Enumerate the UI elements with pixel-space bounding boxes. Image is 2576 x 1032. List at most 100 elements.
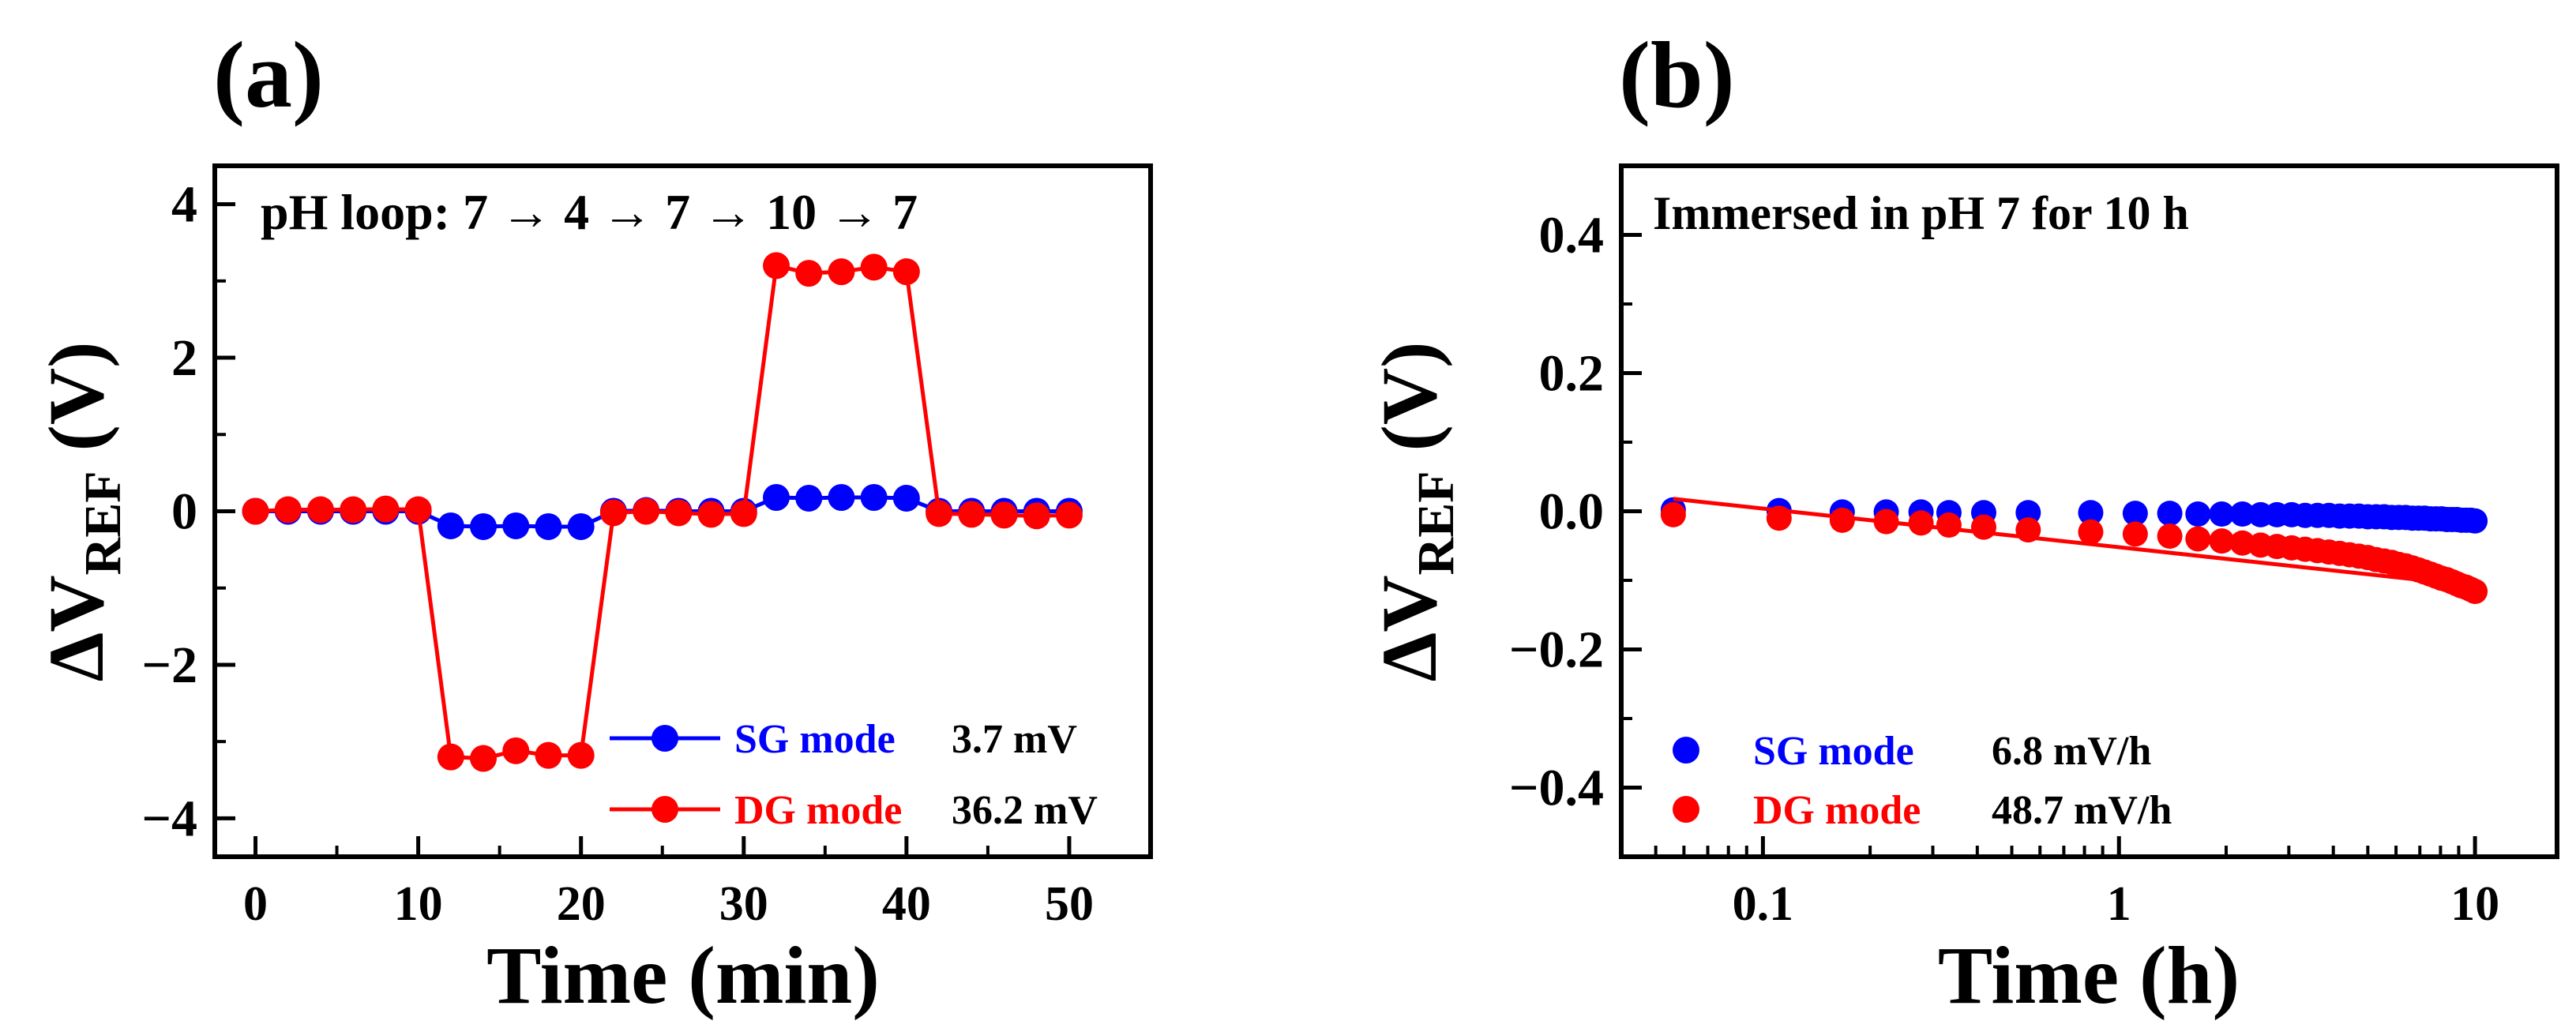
dg-mode-point	[2015, 517, 2041, 543]
y-tick-label: −2	[141, 636, 197, 694]
y-tick-label: 2	[171, 329, 197, 387]
panel-a-legend-dg-swatch	[610, 796, 720, 823]
panel-b-legend-sg-swatch	[1673, 737, 1699, 764]
y-tick-label: 0.4	[1539, 207, 1605, 265]
sg-mode-point	[2122, 501, 2148, 527]
panel-a-ylabel-unit: (V)	[32, 342, 120, 452]
dg-mode-point	[372, 495, 400, 523]
dg-mode-point	[242, 497, 269, 525]
panel-b-label: (b)	[1619, 22, 1735, 127]
dg-mode-point	[730, 500, 757, 527]
dg-mode-point	[1660, 501, 1686, 527]
panel-b-legend-dg-value: 48.7 mV/h	[1992, 788, 2172, 833]
panel-a-legend: SG mode 3.7 mV DG mode 36.2 mV	[610, 717, 1098, 833]
dg-mode-point	[2229, 530, 2255, 556]
sg-mode-point	[828, 484, 855, 511]
dg-mode-point	[665, 499, 693, 527]
dg-mode-point	[470, 745, 498, 772]
y-tick-label: 0.2	[1539, 345, 1605, 403]
dg-mode-point	[502, 737, 530, 764]
dg-mode-point	[2185, 526, 2211, 552]
legend-marker	[652, 796, 678, 823]
panel-b-ylabel-sub: REF	[1407, 471, 1465, 575]
dg-mode-point	[1829, 507, 1855, 533]
dg-mode-point	[340, 496, 367, 524]
sg-mode-point	[2209, 501, 2235, 527]
y-tick-label: 0.0	[1539, 483, 1605, 541]
dg-mode-point	[274, 496, 302, 524]
x-tick-label: 30	[719, 877, 768, 931]
x-tick-label: 10	[394, 877, 443, 931]
dg-mode-point	[404, 496, 432, 524]
dg-mode-point	[1766, 505, 1792, 531]
sg-mode-point	[535, 512, 562, 540]
legend-marker	[652, 725, 678, 752]
dg-mode-point	[2078, 519, 2104, 545]
panel-b-ylabel-unit: (V)	[1365, 342, 1453, 452]
dg-mode-point	[306, 496, 334, 524]
y-tick-label: 4	[171, 176, 197, 234]
dg-mode-fit-line	[1673, 497, 2476, 588]
y-tick-label: −0.2	[1509, 621, 1604, 679]
x-tick-label: 40	[882, 877, 931, 931]
sg-mode-point	[470, 512, 498, 540]
panel-a-xlabel: Time (min)	[486, 930, 880, 1021]
dg-mode-point	[892, 258, 920, 286]
sg-mode-point	[2229, 501, 2255, 527]
sg-mode-point	[567, 512, 595, 540]
panel-b-ticks: 0.1 1 10 −0.4 −0.2 0.0 0.2 0.4	[1509, 207, 2499, 932]
dg-mode-point	[926, 500, 953, 527]
panel-a-legend-sg-swatch	[610, 725, 720, 752]
x-tick-label: 50	[1045, 877, 1094, 931]
sg-mode-point	[2078, 500, 2104, 526]
dg-mode-point	[2209, 528, 2235, 554]
panel-b-chart: (b) 0.1 1 10 −0.4 −0.2 0.0 0.2 0.4 Immersed in …	[1365, 22, 2559, 1021]
panel-b-xlabel: Time (h)	[1938, 930, 2240, 1021]
dg-mode-point	[2462, 579, 2488, 604]
dg-mode-point	[860, 253, 888, 281]
dg-mode-point	[1873, 508, 1899, 535]
sg-mode-point	[892, 484, 920, 512]
panel-b-ylabel: ΔVREF (V)	[1365, 342, 1465, 682]
y-tick-label: 0	[171, 483, 197, 541]
dg-mode-point	[437, 743, 464, 771]
dg-mode-point	[828, 258, 855, 286]
panel-a-legend-sg-name: SG mode	[734, 717, 896, 762]
y-tick-label: −0.4	[1509, 760, 1604, 817]
panel-a-data-marks	[242, 252, 1083, 772]
panel-a-chart: (a) 0 10 20 30 40 50 −4 −2 0 2 4 pH loop: 7 → 4 → …	[32, 22, 1153, 1021]
panel-b-legend-sg-value: 6.8 mV/h	[1992, 729, 2151, 774]
panel-a-legend-sg-value: 3.7 mV	[952, 717, 1077, 762]
legend-marker	[1673, 737, 1699, 764]
y-tick-label: −4	[141, 790, 197, 847]
dg-mode-point	[958, 501, 986, 528]
x-tick-label: 10	[2450, 877, 2499, 931]
sg-mode-point	[2185, 501, 2211, 527]
sg-mode-point	[502, 512, 530, 539]
dg-mode-point	[1970, 514, 1996, 540]
panel-a-ylabel-main: ΔV	[32, 575, 120, 681]
sg-mode-point	[860, 484, 888, 511]
sg-mode-point	[2015, 500, 2041, 526]
panel-a-ylabel: ΔVREF (V)	[32, 342, 132, 682]
dg-mode-point	[567, 741, 595, 769]
dg-mode-point	[763, 252, 790, 280]
sg-mode-point	[437, 512, 464, 539]
dg-mode-point	[1055, 501, 1083, 529]
panel-a-legend-dg-name: DG mode	[734, 788, 902, 833]
x-tick-label: 0.1	[1733, 877, 1794, 931]
panel-b-legend: SG mode 6.8 mV/h DG mode 48.7 mV/h	[1673, 729, 2172, 833]
x-tick-label: 1	[2107, 877, 2131, 931]
panel-b-data-marks	[1660, 497, 2488, 604]
x-tick-label: 0	[243, 877, 268, 931]
panel-b-ylabel-main: ΔV	[1365, 575, 1453, 681]
x-tick-label: 20	[557, 877, 606, 931]
panel-a-annotation: pH loop: 7 → 4 → 7 → 10 → 7	[261, 184, 918, 240]
panel-a-ylabel-sub: REF	[74, 471, 132, 575]
dg-mode-point	[795, 260, 823, 287]
dg-mode-point	[1936, 512, 1962, 538]
dg-mode-point	[2122, 521, 2148, 547]
dg-mode-point	[535, 741, 562, 769]
dg-mode-point	[697, 501, 725, 528]
